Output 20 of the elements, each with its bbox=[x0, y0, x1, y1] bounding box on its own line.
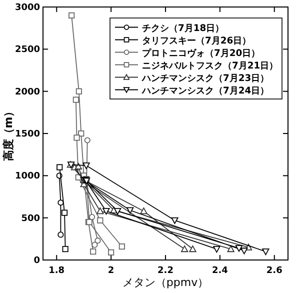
legend-label: ニジネバルトフスク（7月21日） bbox=[142, 60, 278, 72]
y-tick-label: 1000 bbox=[14, 172, 40, 182]
y-tick-label: 0 bbox=[34, 256, 40, 266]
x-tick-label: 2 bbox=[108, 266, 114, 276]
legend-label: ハンチマンシスク（7月24日） bbox=[141, 85, 270, 96]
legend-label: チクシ（7月18日） bbox=[142, 22, 224, 34]
y-tick-label: 1500 bbox=[14, 130, 40, 140]
legend-label: タリフスキー（7月26日） bbox=[142, 35, 252, 46]
x-tick-label: 1.8 bbox=[48, 266, 65, 276]
y-tick-label: 500 bbox=[21, 214, 40, 224]
legend-label: プロトニコヴォ（7月20日） bbox=[142, 48, 260, 59]
x-tick-label: 2.6 bbox=[266, 266, 282, 276]
x-axis-title: メタン（ppmv） bbox=[122, 276, 209, 289]
y-tick-label: 3000 bbox=[14, 3, 40, 13]
y-axis-title: 高度（m） bbox=[2, 106, 15, 162]
legend-label: ハンチマンシスク（7月23日） bbox=[141, 72, 270, 84]
x-tick-label: 2.4 bbox=[212, 266, 228, 276]
y-tick-label: 2000 bbox=[14, 87, 40, 98]
x-tick-label: 2.2 bbox=[158, 266, 174, 276]
y-tick-label: 2500 bbox=[14, 45, 40, 56]
